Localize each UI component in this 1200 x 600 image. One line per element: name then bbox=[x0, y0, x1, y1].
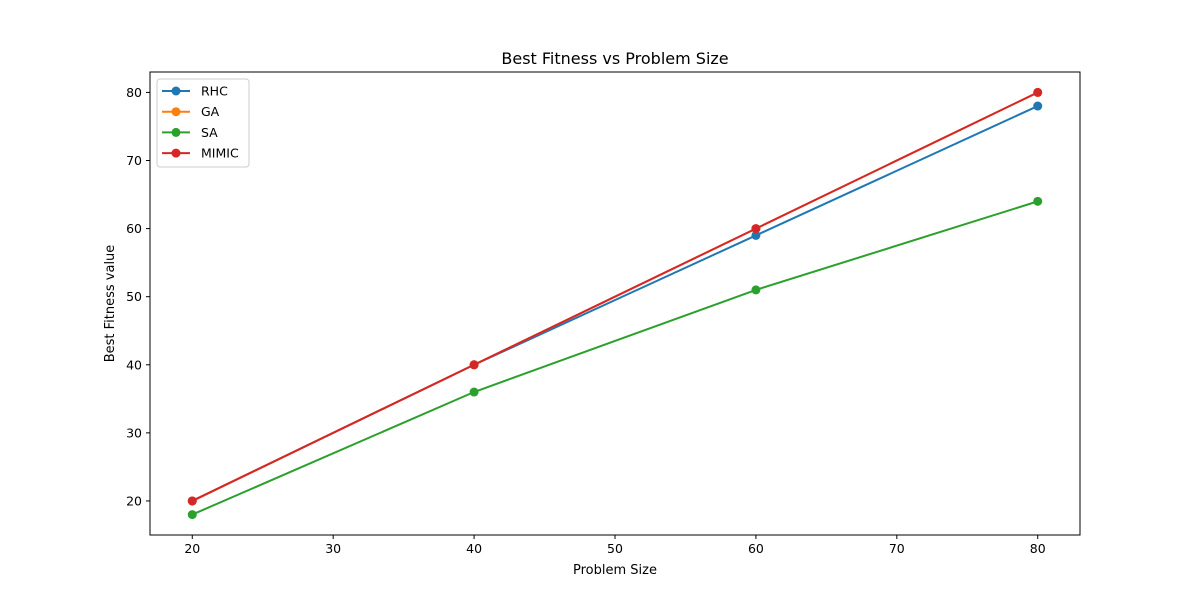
y-tick-label: 20 bbox=[126, 493, 142, 508]
x-axis-label: Problem Size bbox=[573, 563, 657, 578]
legend-label: RHC bbox=[201, 84, 228, 99]
data-point-rhc bbox=[1033, 101, 1043, 111]
legend: RHC GA SA MIMIC bbox=[156, 78, 250, 168]
y-tick-label: 60 bbox=[126, 221, 142, 236]
legend-item-sa: SA bbox=[162, 125, 218, 140]
data-point-sa bbox=[1033, 196, 1043, 206]
series-layer bbox=[187, 87, 1043, 520]
series-line-rhc bbox=[191, 105, 1039, 502]
x-axis-ticks: 20 30 40 50 60 70 80 bbox=[184, 535, 1046, 556]
legend-swatch-marker bbox=[171, 148, 181, 158]
legend-box bbox=[156, 78, 250, 168]
data-point-mimic bbox=[187, 496, 197, 506]
legend-label: GA bbox=[201, 104, 220, 119]
data-point-mimic bbox=[1033, 87, 1043, 97]
x-tick-label: 20 bbox=[184, 541, 200, 556]
y-axis-label: Best Fitness value bbox=[103, 245, 118, 363]
data-point-mimic bbox=[751, 224, 761, 234]
y-tick-label: 70 bbox=[126, 153, 142, 168]
x-tick-label: 50 bbox=[607, 541, 623, 556]
y-tick-label: 40 bbox=[126, 357, 142, 372]
legend-item-ga: GA bbox=[162, 104, 220, 119]
y-tick-label: 50 bbox=[126, 289, 142, 304]
legend-item-mimic: MIMIC bbox=[162, 146, 239, 161]
y-tick-label: 30 bbox=[126, 425, 142, 440]
x-tick-label: 30 bbox=[325, 541, 341, 556]
data-point-sa bbox=[751, 285, 761, 295]
x-tick-label: 60 bbox=[748, 541, 764, 556]
x-tick-label: 80 bbox=[1030, 541, 1046, 556]
legend-label: MIMIC bbox=[201, 146, 239, 161]
x-tick-label: 40 bbox=[466, 541, 482, 556]
data-point-sa bbox=[187, 510, 197, 520]
series-rhc bbox=[187, 101, 1043, 506]
legend-swatch-marker bbox=[171, 127, 181, 137]
series-sa bbox=[187, 196, 1043, 520]
y-tick-label: 80 bbox=[126, 85, 142, 100]
x-tick-label: 70 bbox=[889, 541, 905, 556]
data-point-rhc bbox=[751, 230, 761, 240]
series-line-mimic bbox=[191, 91, 1039, 502]
data-point-sa bbox=[469, 387, 479, 397]
legend-item-rhc: RHC bbox=[162, 84, 228, 99]
legend-swatch-marker bbox=[171, 107, 181, 117]
series-mimic bbox=[187, 87, 1043, 506]
legend-label: SA bbox=[201, 125, 218, 140]
data-point-mimic bbox=[469, 360, 479, 370]
plot-frame bbox=[149, 71, 1081, 536]
series-line-sa bbox=[191, 200, 1039, 516]
chart-title: Best Fitness vs Problem Size bbox=[501, 49, 728, 68]
y-axis-ticks: 20 30 40 50 60 70 80 bbox=[126, 85, 150, 508]
legend-swatch-marker bbox=[171, 86, 181, 96]
